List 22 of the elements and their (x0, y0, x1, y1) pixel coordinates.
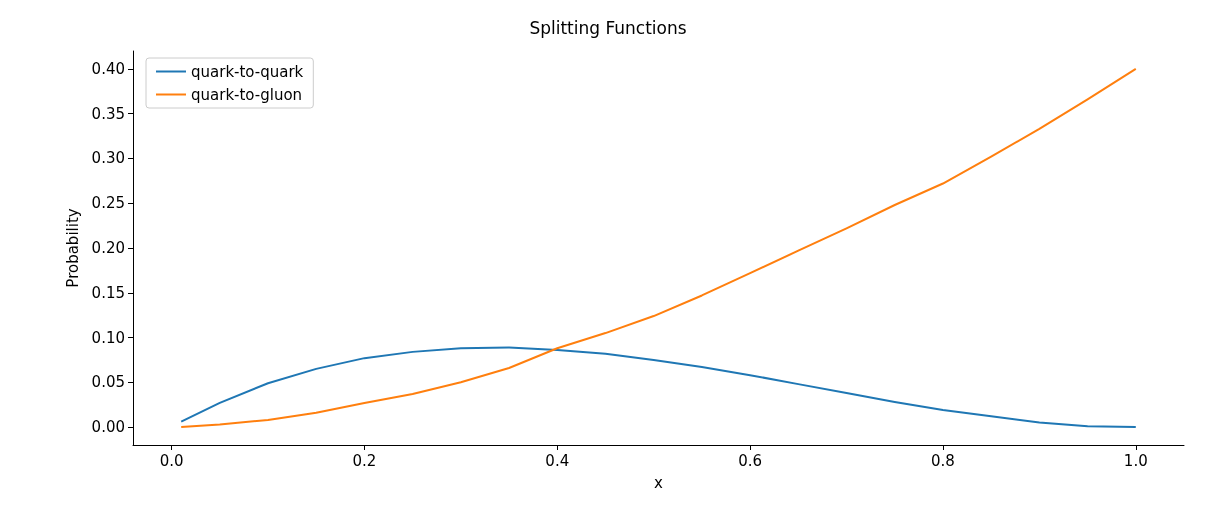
x-tick-label: 0.0 (159, 451, 184, 470)
x-tick-label: 0.8 (931, 451, 955, 470)
x-axis-title: x (654, 473, 664, 492)
y-tick-label: 0.20 (91, 239, 125, 257)
legend-label: quark-to-quark (191, 62, 304, 81)
y-tick-label: 0.40 (91, 59, 125, 78)
x-tick-label: 0.4 (545, 451, 570, 470)
chart-title: Splitting Functions (529, 17, 687, 38)
x-tick-label: 0.2 (352, 451, 377, 470)
y-tick-label: 0.15 (91, 283, 125, 302)
y-tick-label: 0.35 (91, 104, 125, 123)
y-tick-label: 0.00 (91, 418, 125, 437)
y-tick-label: 0.05 (91, 373, 125, 392)
y-tick-label: 0.30 (91, 149, 125, 168)
y-axis-title: Probability (64, 208, 83, 288)
x-tick-label: 0.6 (738, 451, 763, 470)
line-series (180, 346, 1137, 429)
legend-label: quark-to-gluon (191, 85, 303, 104)
line-series (180, 67, 1137, 429)
y-tick-label: 0.10 (91, 328, 125, 347)
y-tick-label: 0.25 (91, 194, 125, 213)
x-tick-label: 1.0 (1123, 451, 1148, 470)
